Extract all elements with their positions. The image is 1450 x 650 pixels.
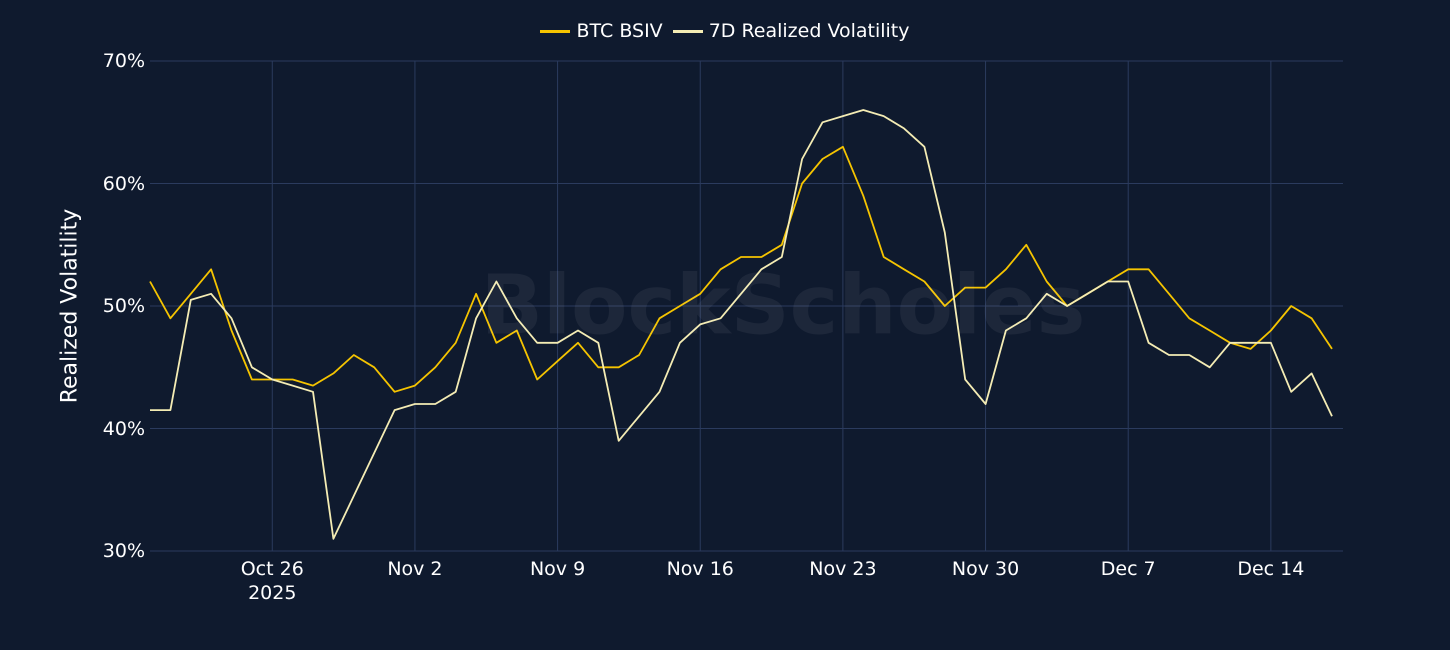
legend-label: BTC BSIV (576, 20, 663, 42)
y-axis-title: Realized Volatility (57, 208, 83, 404)
y-tick-label: 40% (102, 417, 145, 440)
y-tick-label: 50% (102, 295, 145, 317)
legend-swatch (672, 29, 703, 33)
x-tick-label: Nov 30 (951, 558, 1020, 580)
series-line (149, 145, 1333, 393)
y-tick-label: 70% (102, 50, 145, 72)
x-tick-label: Dec 14 (1237, 558, 1305, 580)
x-tick-label: Nov 2 (387, 558, 443, 580)
x-tick-label: Nov 16 (666, 558, 734, 580)
legend-item: BTC BSIV (540, 20, 663, 42)
legend: BTC BSIV 7D Realized Volatility (0, 20, 1450, 42)
legend-label: 7D Realized Volatility (708, 20, 910, 42)
legend-item: 7D Realized Volatility (672, 20, 910, 42)
series-line (150, 109, 1333, 540)
y-tick-label: 30% (102, 540, 145, 562)
x-tick-label: Nov 9 (529, 558, 586, 580)
x-tick-label: Oct 26 2025 (240, 558, 304, 604)
watermark: BlockScholes (480, 258, 1086, 354)
y-tick-label: 60% (102, 172, 145, 195)
legend-swatch (540, 29, 571, 33)
x-tick-label: Nov 23 (809, 558, 877, 580)
x-tick-label: Dec 7 (1100, 558, 1156, 580)
